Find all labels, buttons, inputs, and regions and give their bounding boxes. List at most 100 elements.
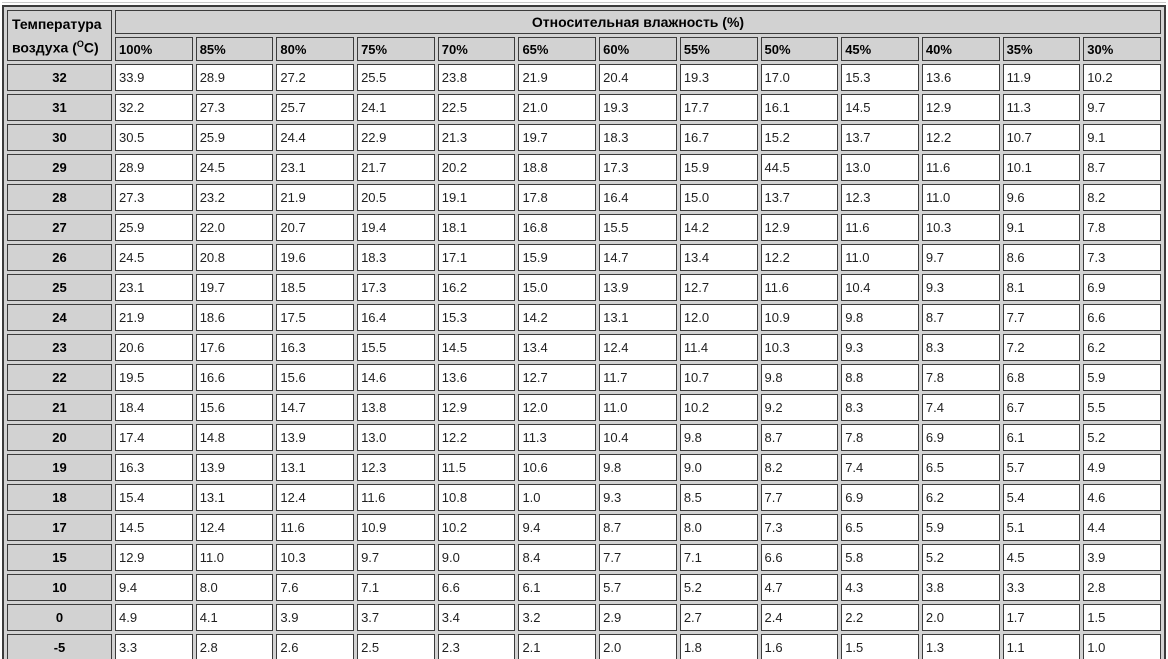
moisture-value-cell: 2.7 [679, 604, 758, 631]
temperature-row-header: 27 [7, 214, 112, 241]
moisture-value-cell: 20.7 [276, 214, 355, 241]
moisture-value-cell: 33.9 [115, 64, 193, 91]
moisture-value-cell: 12.4 [195, 514, 274, 541]
moisture-value-cell: 3.4 [437, 604, 516, 631]
moisture-value-cell: 5.7 [599, 574, 677, 601]
moisture-value-cell: 14.2 [679, 214, 758, 241]
moisture-value-cell: 6.1 [1002, 424, 1081, 451]
temperature-row-header: 0 [7, 604, 112, 631]
moisture-value-cell: 13.4 [679, 244, 758, 271]
table-row: 10 9.4 8.0 7.6 7.1 6.6 6.1 5.7 5.2 4.7 4.3 3.8 3.3 2.… [7, 574, 1161, 601]
moisture-value-cell: 18.4 [115, 394, 193, 421]
table-row: 26 24.5 20.8 19.6 18.3 17.1 15.9 14.7 13.4 12.2 11… [7, 244, 1161, 271]
moisture-value-cell: 8.3 [841, 394, 919, 421]
moisture-value-cell: 12.3 [357, 454, 435, 481]
moisture-value-cell: 18.6 [195, 304, 274, 331]
moisture-value-cell: 11.6 [760, 274, 839, 301]
moisture-value-cell: 24.4 [276, 124, 355, 151]
moisture-value-cell: 15.2 [760, 124, 839, 151]
table-row: 21 18.4 15.6 14.7 13.8 12.9 12.0 11.0 10.2 9.2 8.3… [7, 394, 1161, 421]
moisture-value-cell: 10.8 [437, 484, 516, 511]
table-row: 29 28.9 24.5 23.1 21.7 20.2 18.8 17.3 15.9 44.5 13… [7, 154, 1161, 181]
moisture-value-cell: 11.6 [921, 154, 1000, 181]
moisture-value-cell: 22.5 [437, 94, 516, 121]
moisture-value-cell: 8.7 [760, 424, 839, 451]
moisture-value-cell: 27.3 [115, 184, 193, 211]
moisture-value-cell: 6.6 [760, 544, 839, 571]
temperature-row-header: 19 [7, 454, 112, 481]
moisture-value-cell: 12.0 [518, 394, 597, 421]
moisture-value-cell: 9.7 [1083, 94, 1161, 121]
moisture-value-cell: 27.2 [276, 64, 355, 91]
humidity-lookup-table: Температура воздуха (ОС) Относительная в… [2, 5, 1166, 659]
degree-superscript: О [76, 38, 84, 49]
moisture-value-cell: 28.9 [195, 64, 274, 91]
moisture-value-cell: 13.0 [841, 154, 919, 181]
moisture-value-cell: 12.7 [679, 274, 758, 301]
moisture-value-cell: 15.0 [518, 274, 597, 301]
moisture-value-cell: 13.6 [921, 64, 1000, 91]
table-row: 15 12.9 11.0 10.3 9.7 9.0 8.4 7.7 7.1 6.6 5.8 5.2 4.… [7, 544, 1161, 571]
moisture-value-cell: 10.2 [437, 514, 516, 541]
moisture-value-cell: 6.6 [437, 574, 516, 601]
moisture-value-cell: 7.4 [841, 454, 919, 481]
table-row: 23 20.6 17.6 16.3 15.5 14.5 13.4 12.4 11.4 10.3 9.… [7, 334, 1161, 361]
moisture-value-cell: 2.1 [518, 634, 597, 659]
moisture-value-cell: 13.1 [276, 454, 355, 481]
moisture-value-cell: 20.6 [115, 334, 193, 361]
moisture-value-cell: 18.5 [276, 274, 355, 301]
moisture-value-cell: 19.4 [357, 214, 435, 241]
moisture-value-cell: 8.8 [841, 364, 919, 391]
moisture-value-cell: 10.6 [518, 454, 597, 481]
moisture-value-cell: 10.3 [760, 334, 839, 361]
moisture-value-cell: 2.0 [921, 604, 1000, 631]
moisture-value-cell: 11.6 [276, 514, 355, 541]
moisture-value-cell: 7.8 [1083, 214, 1161, 241]
moisture-value-cell: 24.5 [195, 154, 274, 181]
moisture-value-cell: 16.2 [437, 274, 516, 301]
moisture-value-cell: 14.5 [115, 514, 193, 541]
moisture-value-cell: 9.6 [1002, 184, 1081, 211]
moisture-value-cell: 24.5 [115, 244, 193, 271]
moisture-value-cell: 11.9 [1002, 64, 1081, 91]
moisture-value-cell: 2.0 [599, 634, 677, 659]
moisture-value-cell: 18.3 [357, 244, 435, 271]
moisture-value-cell: 11.6 [841, 214, 919, 241]
moisture-value-cell: 13.7 [841, 124, 919, 151]
moisture-value-cell: 2.8 [1083, 574, 1161, 601]
moisture-value-cell: 15.9 [679, 154, 758, 181]
moisture-value-cell: 9.8 [679, 424, 758, 451]
moisture-value-cell: 8.2 [760, 454, 839, 481]
moisture-value-cell: 7.7 [1002, 304, 1081, 331]
temperature-row-header: 21 [7, 394, 112, 421]
moisture-value-cell: 1.8 [679, 634, 758, 659]
temperature-row-header: 28 [7, 184, 112, 211]
moisture-value-cell: 7.7 [760, 484, 839, 511]
humidity-column-header: 40% [921, 37, 1000, 61]
moisture-value-cell: 10.7 [679, 364, 758, 391]
moisture-value-cell: 8.7 [921, 304, 1000, 331]
moisture-value-cell: 23.1 [115, 274, 193, 301]
moisture-value-cell: 5.8 [841, 544, 919, 571]
moisture-value-cell: 19.7 [518, 124, 597, 151]
humidity-column-header: 45% [841, 37, 919, 61]
moisture-value-cell: 9.8 [841, 304, 919, 331]
moisture-value-cell: 3.2 [518, 604, 597, 631]
moisture-value-cell: 13.7 [760, 184, 839, 211]
moisture-value-cell: 20.4 [599, 64, 677, 91]
table-row: 22 19.5 16.6 15.6 14.6 13.6 12.7 11.7 10.7 9.8 8.8… [7, 364, 1161, 391]
corner-header-line2: воздуха (ОС) [12, 38, 99, 56]
header-row-percentages: 100% 85% 80% 75% 70% 65% 60% 55% 50% 45% 40% 35% 30% [7, 37, 1161, 61]
moisture-value-cell: 9.7 [921, 244, 1000, 271]
moisture-value-cell: 16.4 [357, 304, 435, 331]
moisture-value-cell: 13.0 [357, 424, 435, 451]
moisture-value-cell: 4.6 [1083, 484, 1161, 511]
moisture-value-cell: 6.2 [921, 484, 1000, 511]
moisture-value-cell: 25.9 [115, 214, 193, 241]
moisture-value-cell: 13.8 [357, 394, 435, 421]
moisture-value-cell: 23.1 [276, 154, 355, 181]
moisture-value-cell: 7.1 [679, 544, 758, 571]
moisture-value-cell: 8.6 [1002, 244, 1081, 271]
moisture-value-cell: 10.4 [841, 274, 919, 301]
moisture-value-cell: 1.0 [1083, 634, 1161, 659]
